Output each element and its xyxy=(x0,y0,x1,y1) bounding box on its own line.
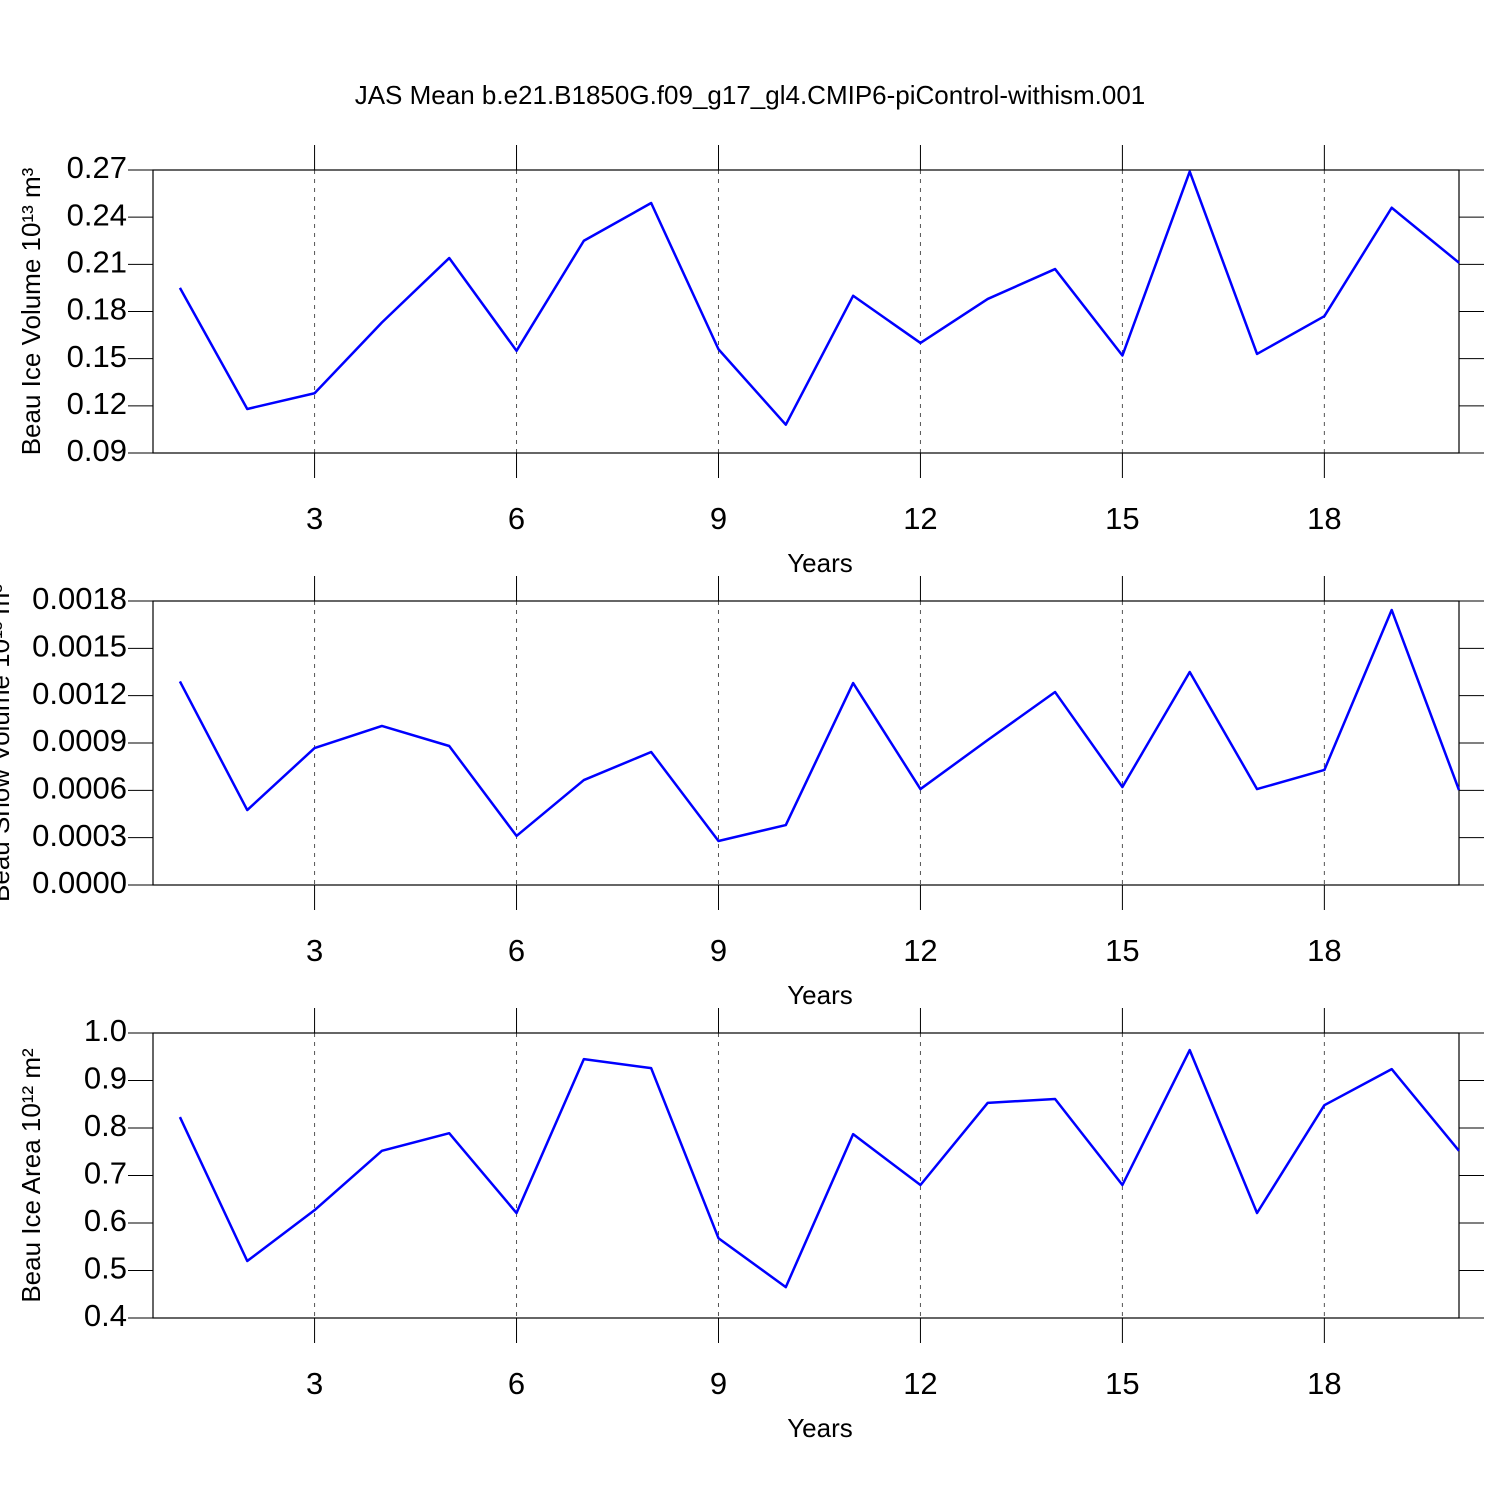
data-line xyxy=(178,608,1461,843)
x-axis-label: Years xyxy=(787,548,853,578)
y-tick-label: 1.0 xyxy=(84,1013,127,1048)
data-line xyxy=(178,1048,1460,1289)
plot-frame xyxy=(152,600,1460,886)
y-tick-label: 0.21 xyxy=(67,245,127,280)
y-tick-label: 0.09 xyxy=(67,433,127,468)
y-axis-label: Beau Snow Volume 10¹³ m³ xyxy=(0,584,15,902)
x-tick-label: 6 xyxy=(508,933,525,968)
y-tick-label: 0.12 xyxy=(67,386,127,421)
y-tick-label: 0.0009 xyxy=(32,723,127,758)
y-tick-label: 0.8 xyxy=(84,1108,127,1143)
x-tick-label: 9 xyxy=(710,933,727,968)
y-tick-label: 0.4 xyxy=(84,1298,127,1333)
y-axis-label: Beau Ice Area 10¹² m² xyxy=(16,1048,46,1303)
y-tick-label: 0.0015 xyxy=(32,629,127,664)
y-tick-label: 0.0018 xyxy=(32,581,127,616)
x-tick-label: 9 xyxy=(710,501,727,536)
x-tick-label: 12 xyxy=(903,501,937,536)
x-axis-label: Years xyxy=(787,980,853,1010)
x-tick-label: 12 xyxy=(903,1366,937,1401)
y-tick-label: 0.5 xyxy=(84,1251,127,1286)
plot-frame xyxy=(152,1032,1460,1319)
y-tick-label: 0.18 xyxy=(67,292,127,327)
y-tick-label: 0.0003 xyxy=(32,818,127,853)
x-tick-label: 15 xyxy=(1105,933,1139,968)
figure-title: JAS Mean b.e21.B1850G.f09_g17_gl4.CMIP6-… xyxy=(355,80,1146,110)
x-tick-label: 18 xyxy=(1307,933,1341,968)
y-tick-label: 0.24 xyxy=(67,197,127,232)
x-tick-label: 3 xyxy=(306,933,323,968)
x-tick-label: 18 xyxy=(1307,1366,1341,1401)
x-axis-label: Years xyxy=(787,1413,853,1443)
plot-frame xyxy=(152,169,1460,454)
x-tick-label: 3 xyxy=(306,1366,323,1401)
y-tick-label: 0.0012 xyxy=(32,676,127,711)
y-tick-label: 0.9 xyxy=(84,1061,127,1096)
y-tick-label: 0.0006 xyxy=(32,771,127,806)
y-tick-label: 0.15 xyxy=(67,339,127,374)
y-tick-label: 0.27 xyxy=(67,150,127,185)
data-line xyxy=(178,170,1460,426)
y-tick-label: 0.0000 xyxy=(32,865,127,900)
x-tick-label: 15 xyxy=(1105,1366,1139,1401)
x-tick-label: 15 xyxy=(1105,501,1139,536)
x-tick-label: 9 xyxy=(710,1366,727,1401)
x-tick-label: 12 xyxy=(903,933,937,968)
y-tick-label: 0.7 xyxy=(84,1156,127,1191)
x-tick-label: 6 xyxy=(508,1366,525,1401)
y-axis-label: Beau Ice Volume 10¹³ m³ xyxy=(16,167,46,455)
x-tick-label: 18 xyxy=(1307,501,1341,536)
y-tick-label: 0.6 xyxy=(84,1203,127,1238)
x-tick-label: 3 xyxy=(306,501,323,536)
x-tick-label: 6 xyxy=(508,501,525,536)
